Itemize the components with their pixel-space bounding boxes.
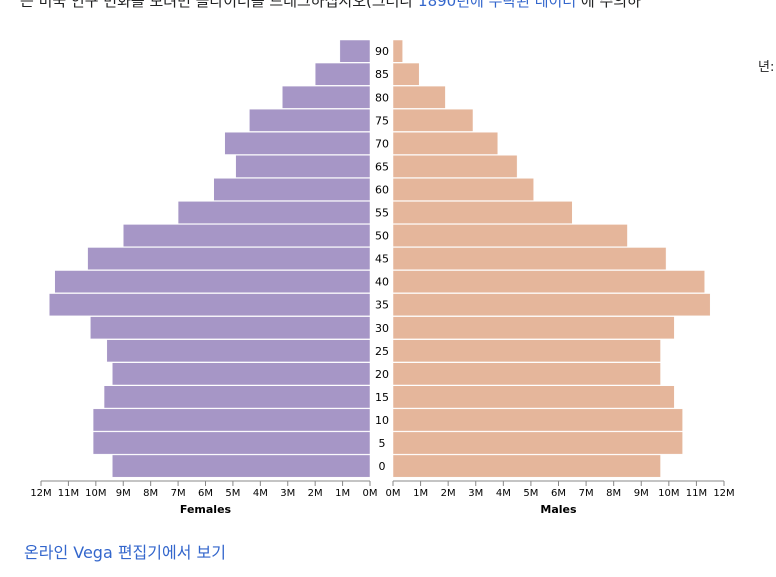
male-bar-age-60 <box>392 178 534 201</box>
age-label-10: 10 <box>375 414 389 427</box>
females-tick-label-11M: 11M <box>58 488 79 499</box>
male-bar-age-5 <box>392 431 683 455</box>
male-bar-age-80 <box>392 85 446 109</box>
male-bar-age-25 <box>392 339 661 363</box>
males-tick-label-8M: 8M <box>606 488 621 499</box>
females-tick-label-2M: 2M <box>308 488 323 499</box>
male-bar-age-50 <box>392 224 628 247</box>
year-slider-label: 년: <box>758 60 775 75</box>
age-label-55: 55 <box>375 207 389 220</box>
males-tick-label-2M: 2M <box>441 488 456 499</box>
age-label-25: 25 <box>375 345 389 358</box>
view-in-vega-editor-link[interactable]: 온라인 Vega 편집기에서 보기 <box>24 543 226 562</box>
females-tick-label-8M: 8M <box>143 488 158 499</box>
female-bar-age-50 <box>123 224 371 247</box>
males-tick-label-3M: 3M <box>468 488 483 499</box>
males-tick-label-5M: 5M <box>523 488 538 499</box>
males-tick-label-10M: 10M <box>658 488 679 499</box>
males-tick-label-6M: 6M <box>551 488 566 499</box>
female-bar-age-80 <box>282 85 371 109</box>
female-bar-age-15 <box>103 385 371 409</box>
male-bar-age-10 <box>392 408 683 432</box>
intro-text-before: 는 미국 인구 변화를 보려면 슬라이더를 드래그하십시오(그러나 <box>20 0 419 10</box>
intro-text-after: 에 주의하 <box>576 0 641 10</box>
males-tick-label-0M: 0M <box>386 488 401 499</box>
age-label-5: 5 <box>379 437 386 450</box>
age-label-60: 60 <box>375 183 389 196</box>
females-axis-title: Females <box>180 503 232 516</box>
age-label-30: 30 <box>375 322 389 335</box>
females-tick-label-12M: 12M <box>30 488 51 499</box>
intro-text: 는 미국 인구 변화를 보려면 슬라이더를 드래그하십시오(그러나 1890년에… <box>20 0 641 11</box>
male-bar-age-65 <box>392 155 518 178</box>
male-bar-age-0 <box>392 454 661 478</box>
female-bar-age-75 <box>249 108 371 132</box>
age-label-80: 80 <box>375 91 389 104</box>
female-bar-age-65 <box>235 155 371 178</box>
females-tick-label-3M: 3M <box>280 488 295 499</box>
male-bar-age-30 <box>392 316 675 340</box>
female-bar-age-40 <box>54 270 371 294</box>
female-bar-age-20 <box>112 362 371 386</box>
age-label-35: 35 <box>375 299 389 312</box>
males-tick-label-11M: 11M <box>686 488 707 499</box>
males-tick-label-7M: 7M <box>579 488 594 499</box>
male-bar-age-90 <box>392 39 403 63</box>
females-tick-label-1M: 1M <box>335 488 350 499</box>
age-label-45: 45 <box>375 253 389 266</box>
age-label-70: 70 <box>375 137 389 150</box>
female-bar-age-85 <box>314 62 371 86</box>
female-bar-age-70 <box>224 131 371 155</box>
female-bar-age-55 <box>177 201 371 224</box>
males-axis-title: Males <box>540 503 577 516</box>
females-tick-label-10M: 10M <box>85 488 106 499</box>
females-tick-label-6M: 6M <box>198 488 213 499</box>
age-label-20: 20 <box>375 368 389 381</box>
male-bar-age-75 <box>392 108 474 132</box>
females-tick-label-0M: 0M <box>363 488 378 499</box>
male-bar-age-20 <box>392 362 661 386</box>
male-bar-age-55 <box>392 201 573 224</box>
male-bar-age-15 <box>392 385 675 409</box>
males-tick-label-9M: 9M <box>634 488 649 499</box>
males-tick-label-1M: 1M <box>413 488 428 499</box>
female-bar-age-25 <box>106 339 371 363</box>
missing-data-link[interactable]: 1890년에 누락된 데이터 <box>418 0 577 10</box>
female-bar-age-90 <box>339 39 371 63</box>
female-bar-age-0 <box>112 454 371 478</box>
male-bar-age-35 <box>392 293 711 317</box>
female-bar-age-60 <box>213 178 371 201</box>
female-bar-age-45 <box>87 247 371 270</box>
males-tick-label-12M: 12M <box>713 488 734 499</box>
age-label-85: 85 <box>375 68 389 81</box>
males-tick-label-4M: 4M <box>496 488 511 499</box>
females-tick-label-7M: 7M <box>171 488 186 499</box>
age-label-50: 50 <box>375 230 389 243</box>
age-label-90: 90 <box>375 45 389 58</box>
female-bar-age-35 <box>48 293 371 317</box>
female-bar-age-10 <box>92 408 371 432</box>
female-bar-age-5 <box>92 431 371 455</box>
female-bar-age-30 <box>90 316 371 340</box>
age-label-65: 65 <box>375 160 389 173</box>
age-label-75: 75 <box>375 114 389 127</box>
age-label-0: 0 <box>379 460 386 473</box>
age-label-40: 40 <box>375 276 389 289</box>
male-bar-age-45 <box>392 247 667 270</box>
male-bar-age-70 <box>392 131 499 155</box>
age-label-15: 15 <box>375 391 389 404</box>
females-tick-label-5M: 5M <box>225 488 240 499</box>
females-tick-label-9M: 9M <box>116 488 131 499</box>
male-bar-age-85 <box>392 62 420 86</box>
male-bar-age-40 <box>392 270 705 294</box>
females-tick-label-4M: 4M <box>253 488 268 499</box>
